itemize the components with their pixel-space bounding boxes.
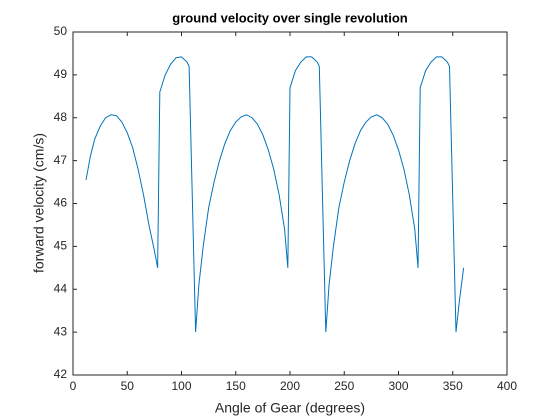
x-tick-label: 300 — [388, 379, 408, 393]
y-tick-label: 46 — [54, 196, 68, 210]
plot-area — [73, 32, 507, 375]
y-tick-label: 45 — [54, 239, 68, 253]
y-tick-label: 48 — [54, 110, 68, 124]
x-tick-label: 250 — [334, 379, 354, 393]
y-axis-label: forward velocity (cm/s) — [31, 133, 47, 273]
x-tick-label: 350 — [443, 379, 463, 393]
x-tick-label: 100 — [171, 379, 191, 393]
y-tick-label: 50 — [54, 24, 68, 38]
x-axis-label: Angle of Gear (degrees) — [215, 400, 365, 416]
y-tick-label: 43 — [54, 324, 68, 338]
data-line — [85, 56, 465, 333]
x-tick-label: 50 — [121, 379, 135, 393]
chart-title: ground velocity over single revolution — [172, 10, 408, 25]
x-tick-label: 0 — [70, 379, 77, 393]
x-tick-label: 200 — [280, 379, 300, 393]
y-tick-label: 44 — [54, 281, 68, 295]
y-tick-label: 42 — [54, 367, 68, 381]
y-tick-label: 49 — [54, 67, 68, 81]
x-tick-label: 150 — [226, 379, 246, 393]
y-tick-label: 47 — [54, 153, 68, 167]
x-tick-label: 400 — [497, 379, 517, 393]
